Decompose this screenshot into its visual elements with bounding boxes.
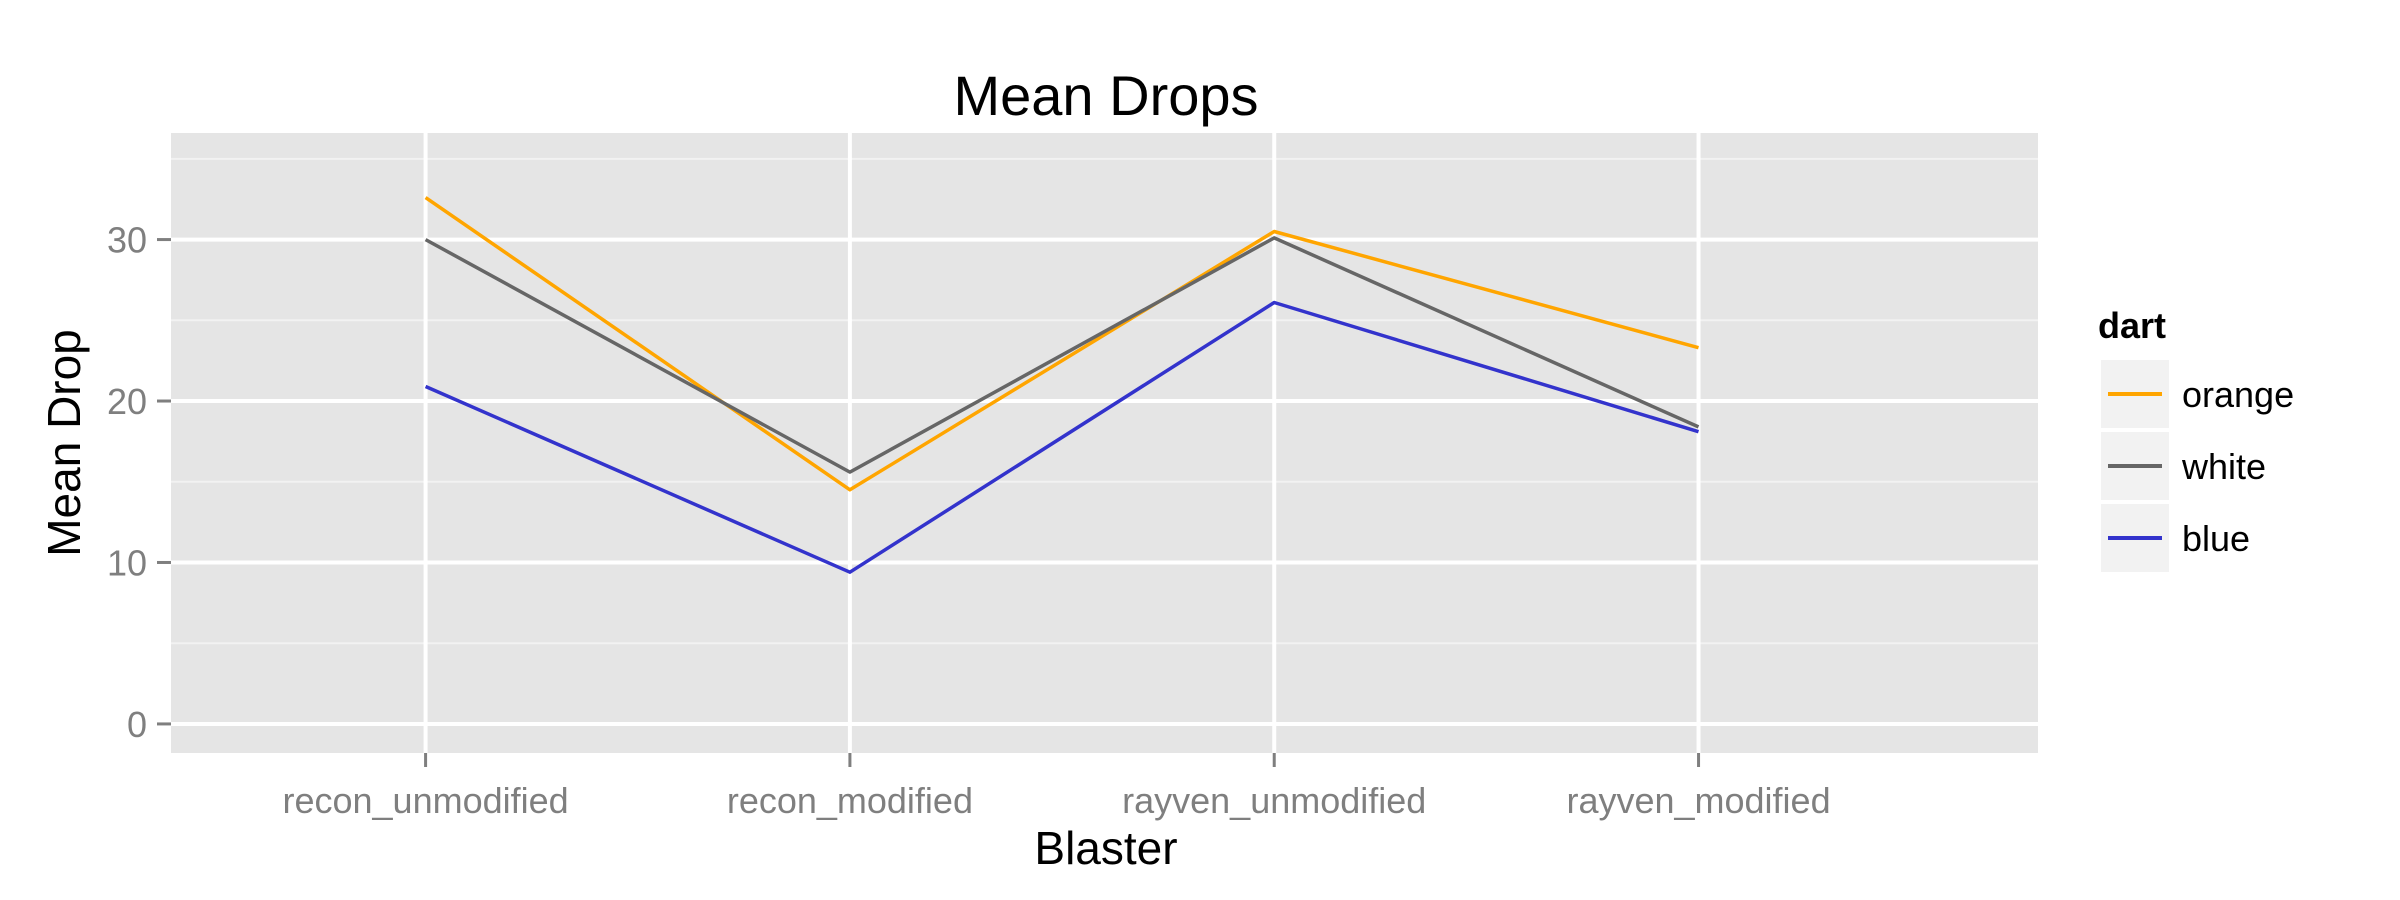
series-line-white <box>424 236 1700 474</box>
y-tick-label: 10 <box>107 542 147 583</box>
series-line-orange <box>424 196 1699 492</box>
x-tick-label: rayven_modified <box>1566 780 1830 821</box>
plot-panel <box>171 133 2038 753</box>
axes: 0 10 20 30 recon_unmodified recon_modified ray… <box>107 220 1831 821</box>
legend-title: dart <box>2098 305 2166 346</box>
x-tick-label: rayven_unmodified <box>1122 780 1426 821</box>
legend: dart orange white blue <box>2098 305 2294 572</box>
x-axis-title: Blaster <box>1034 822 1177 874</box>
series-lines <box>424 196 1700 574</box>
x-tick-label: recon_unmodified <box>282 780 568 821</box>
y-tick-label: 30 <box>107 220 147 261</box>
y-axis-title: Mean Drop <box>38 329 90 557</box>
chart-title: Mean Drops <box>953 64 1258 127</box>
legend-label-orange: orange <box>2182 374 2294 415</box>
y-tick-label: 0 <box>127 704 147 745</box>
series-line-blue <box>424 300 1700 574</box>
legend-label-white: white <box>2181 446 2266 487</box>
x-tick-label: recon_modified <box>727 780 973 821</box>
y-tick-label: 20 <box>107 381 147 422</box>
legend-label-blue: blue <box>2182 518 2250 559</box>
